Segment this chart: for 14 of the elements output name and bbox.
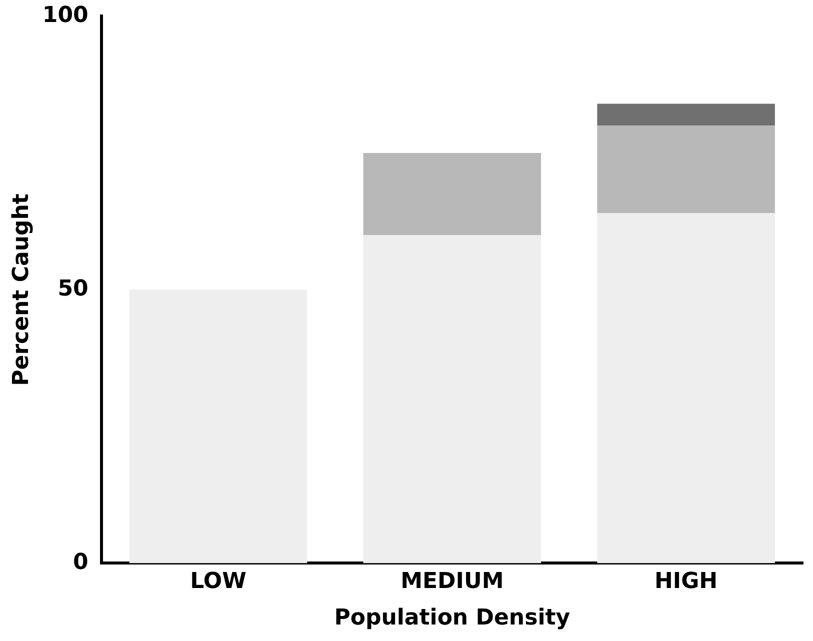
y-tick-label: 100 (42, 2, 88, 28)
x-tick-label: HIGH (654, 569, 718, 594)
x-axis-title: Population Density (334, 606, 570, 631)
bar (129, 290, 308, 564)
x-tick-label: LOW (190, 569, 246, 594)
bar (597, 213, 775, 564)
bar (597, 126, 775, 214)
bar (363, 235, 542, 564)
bar (597, 104, 775, 126)
bar (363, 152, 542, 235)
y-tick-label: 50 (58, 276, 88, 302)
x-tick-label: MEDIUM (400, 569, 504, 594)
y-axis-title: Percent Caught (8, 193, 34, 386)
y-tick-label: 0 (73, 550, 88, 575)
